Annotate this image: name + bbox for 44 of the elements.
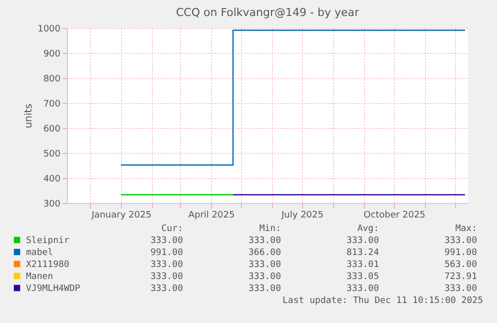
text: Max: xyxy=(455,224,477,234)
text: Last update: Thu Dec 11 10:15:00 2025 xyxy=(282,296,483,306)
text: 333.00 xyxy=(248,272,281,282)
y-tick-label: 700 xyxy=(43,100,61,110)
y-tick-label: 300 xyxy=(43,200,61,210)
text: 333.00 xyxy=(150,236,183,246)
text: Min: xyxy=(259,224,281,234)
text: 333.01 xyxy=(346,260,379,270)
text: 333.00 xyxy=(444,236,477,246)
y-tick-label: 900 xyxy=(43,50,61,60)
legend-label: X2111980 xyxy=(26,260,70,270)
legend-label: Manen xyxy=(26,272,54,282)
text: 333.00 xyxy=(150,272,183,282)
y-tick-label: 400 xyxy=(43,174,61,184)
y-tick-label: 600 xyxy=(43,124,61,134)
text: 563.00 xyxy=(444,260,477,270)
x-tick-label: October 2025 xyxy=(364,210,426,220)
text: 333.00 xyxy=(150,284,183,294)
text: 333.00 xyxy=(248,260,281,270)
legend-label: Sleipnir xyxy=(26,236,70,246)
text: 333.00 xyxy=(248,236,281,246)
text: 366.00 xyxy=(248,248,281,258)
y-axis-title: units xyxy=(24,104,35,128)
chart-title: CCQ on Folkvangr@149 - by year xyxy=(176,6,360,19)
text: 991.00 xyxy=(150,248,183,258)
x-tick-label: January 2025 xyxy=(90,210,152,220)
legend-label: mabel xyxy=(26,248,54,258)
y-tick-label: 800 xyxy=(43,74,61,84)
text: 333.00 xyxy=(150,260,183,270)
text: 723.91 xyxy=(444,272,477,282)
text: 333.00 xyxy=(346,284,379,294)
y-tick-label: 1000 xyxy=(38,24,61,34)
text: Avg: xyxy=(357,224,379,234)
legend-label: VJ9MLH4WDP xyxy=(26,284,81,294)
text: Cur: xyxy=(161,224,183,234)
y-tick-label: 500 xyxy=(43,150,61,160)
text: 333.00 xyxy=(346,236,379,246)
x-tick-label: April 2025 xyxy=(188,210,235,220)
text: 333.00 xyxy=(444,284,477,294)
text: 333.00 xyxy=(248,284,281,294)
text: 813.24 xyxy=(346,248,379,258)
text: 333.05 xyxy=(346,272,379,282)
x-tick-label: July 2025 xyxy=(280,210,324,220)
text: 991.00 xyxy=(444,248,477,258)
